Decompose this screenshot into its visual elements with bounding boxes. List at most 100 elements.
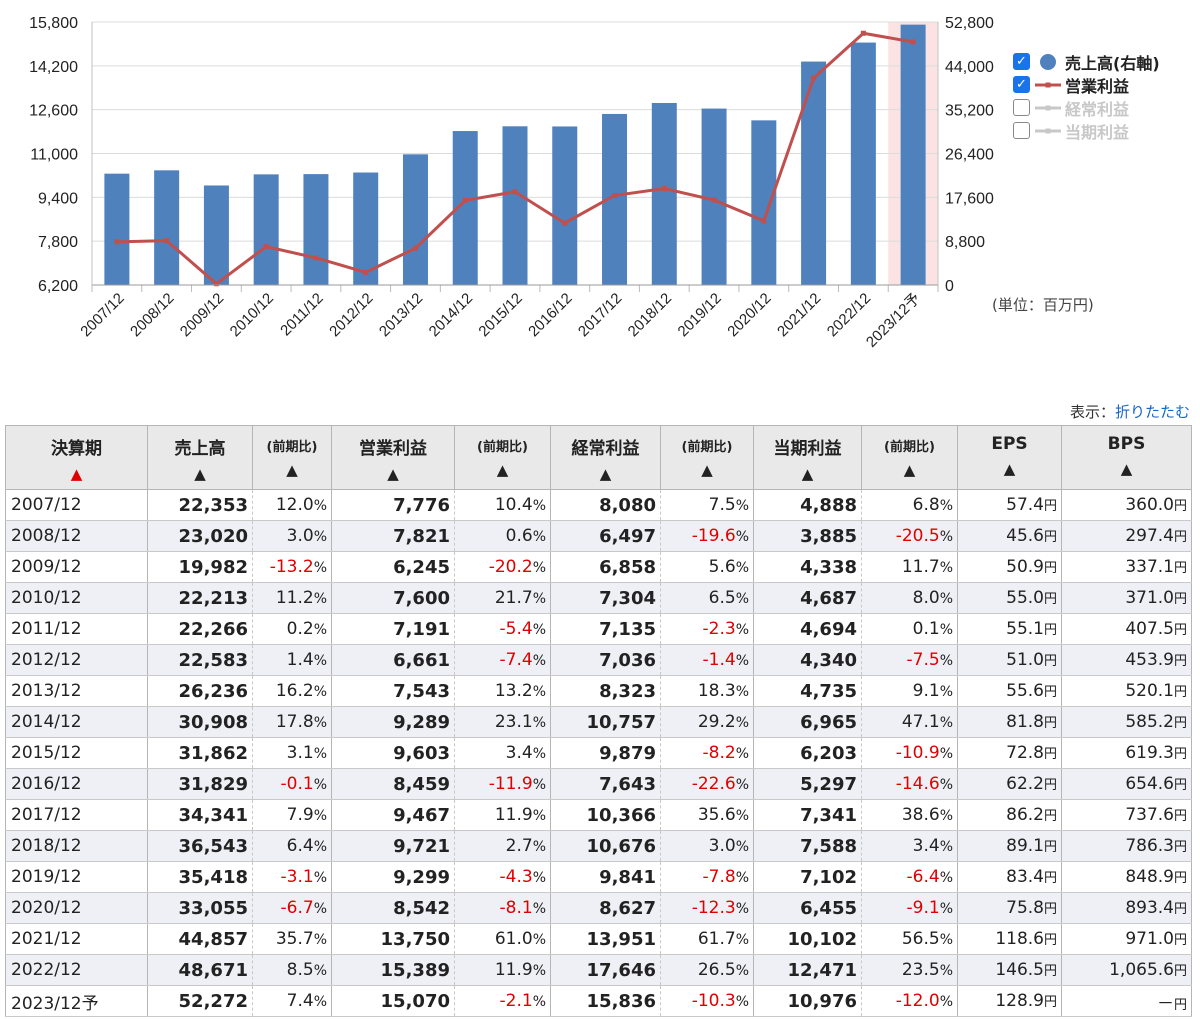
column-header[interactable]: BPS ▲ [1061,425,1192,490]
yen-unit: 円 [1043,902,1057,917]
sort-arrow-icon[interactable]: ▲ [599,465,612,483]
legend-item[interactable]: 当期利益 [1013,119,1160,142]
change-value: 16.2 [275,681,314,701]
sort-arrow-icon[interactable]: ▲ [1120,460,1133,478]
legend-item[interactable]: ✓ 売上高(右軸) [1013,50,1160,73]
sort-arrow-icon[interactable]: ▲ [194,465,206,483]
sort-arrow-icon[interactable]: ▲ [701,461,713,479]
checkbox-checked-icon[interactable]: ✓ [1013,76,1030,93]
per-share-value: 786.3 [1125,836,1174,856]
column-header[interactable]: 売上高 ▲ [147,425,253,490]
column-header[interactable]: (前期比) ▲ [252,425,332,490]
checkbox-unchecked-icon[interactable] [1013,99,1030,116]
right-tick-label: 0 [945,278,954,295]
period-cell: 2022/12 [5,954,148,986]
column-header-label: BPS [1107,434,1146,454]
change-value: -7.5 [906,650,940,670]
value-cell: 6,203 [753,737,862,769]
bps-cell: 337.1円 [1061,551,1192,583]
collapse-link[interactable]: 折りたたむ [1114,403,1190,421]
value-cell: 7,776 [331,489,455,521]
percent-unit: % [735,746,749,762]
left-tick-label: 12,600 [29,103,78,120]
change-value: -14.6 [895,774,940,794]
change-value: -10.3 [691,991,736,1011]
table-row: 2016/12 31,829 -0.1% 8,459 -11.9% 7,643 -22.6%… [5,768,1192,800]
change-cell: 0.6% [454,520,551,552]
checkbox-unchecked-icon[interactable] [1013,122,1030,139]
chart-legend: ✓ 売上高(右軸) ✓ 営業利益 経常利益 当期利益 [1013,50,1160,142]
per-share-value: 55.6 [1006,681,1044,701]
change-value: -13.2 [269,557,314,577]
legend-item[interactable]: ✓ 営業利益 [1013,73,1160,96]
right-tick-label: 26,400 [945,147,994,164]
value-cell: 7,643 [550,768,661,800]
x-category-label: 2020/12 [724,290,774,340]
percent-unit: % [939,870,953,886]
column-header[interactable]: EPS ▲ [957,425,1062,490]
change-cell: -12.0% [861,985,958,1017]
value-cell: 8,542 [331,892,455,924]
column-header-label: (前期比) [477,440,528,455]
percent-unit: % [532,746,546,762]
value-cell: 17,646 [550,954,661,986]
yen-unit: 円 [1173,778,1187,793]
legend-item[interactable]: 経常利益 [1013,96,1160,119]
table-row: 2017/12 34,341 7.9% 9,467 11.9% 10,366 35.6% 7,… [5,799,1192,831]
yen-unit: 円 [1173,530,1187,545]
change-cell: 23.5% [861,954,958,986]
financial-table: 決算期 ▲ 売上高 ▲ (前期比) ▲ 営業利益 ▲ (前期比) ▲ 経常利益 ▲ (前期比) ▲ 当期利益… [5,425,1192,1017]
column-header[interactable]: 当期利益 ▲ [753,425,862,490]
change-value: -8.1 [499,898,533,918]
revenue-bar [253,174,279,285]
percent-unit: % [532,560,546,576]
display-toggle: 表示：折りたたむ [1070,401,1190,422]
operating-profit-point [811,75,817,81]
column-header-label: 売上高 [174,439,226,459]
change-value: -11.9 [488,774,533,794]
sort-arrow-icon[interactable]: ▲ [1003,460,1016,478]
column-header[interactable]: 経常利益 ▲ [550,425,661,490]
unit-label: (単位：百万円) [992,296,1094,314]
sort-arrow-icon[interactable]: ▲ [387,465,399,483]
percent-unit: % [735,653,749,669]
operating-profit-point [164,238,170,244]
change-value: -0.1 [280,774,314,794]
eps-cell: 55.1円 [957,613,1062,645]
yen-unit: 円 [1043,995,1057,1010]
yen-unit: 円 [1043,623,1057,638]
per-share-value: 45.6 [1006,526,1044,546]
change-cell: -2.1% [454,985,551,1017]
sort-arrow-icon[interactable]: ▲ [286,461,298,479]
per-share-value: 75.8 [1006,898,1044,918]
column-header[interactable]: 決算期 ▲ [5,425,148,490]
sort-arrow-icon[interactable]: ▲ [903,461,916,479]
percent-unit: % [313,746,327,762]
column-header[interactable]: (前期比) ▲ [861,425,958,490]
yen-unit: 円 [1043,530,1057,545]
checkbox-checked-icon[interactable]: ✓ [1013,53,1030,70]
operating-profit-point [263,244,269,250]
percent-unit: % [735,591,749,607]
sort-arrow-icon[interactable]: ▲ [70,465,83,483]
sort-arrow-icon[interactable]: ▲ [496,461,509,479]
column-header[interactable]: (前期比) ▲ [660,425,754,490]
value-cell: 7,191 [331,613,455,645]
eps-cell: 57.4円 [957,489,1062,521]
circle-marker-icon [1035,53,1061,71]
column-header[interactable]: (前期比) ▲ [454,425,551,490]
per-share-value: 86.2 [1006,805,1044,825]
percent-unit: % [735,839,749,855]
table-row: 2020/12 33,055 -6.7% 8,542 -8.1% 8,627 -12.3% 6… [5,892,1192,924]
value-cell: 33,055 [147,892,253,924]
operating-profit-point [313,255,319,261]
change-value: 7.9 [286,805,314,825]
change-value: 35.7 [275,929,314,949]
change-value: -10.9 [895,743,940,763]
value-cell: 19,982 [147,551,253,583]
yen-unit: 円 [1043,499,1057,514]
percent-unit: % [939,560,953,576]
revenue-bar [154,170,180,285]
column-header[interactable]: 営業利益 ▲ [331,425,455,490]
sort-arrow-icon[interactable]: ▲ [801,465,814,483]
